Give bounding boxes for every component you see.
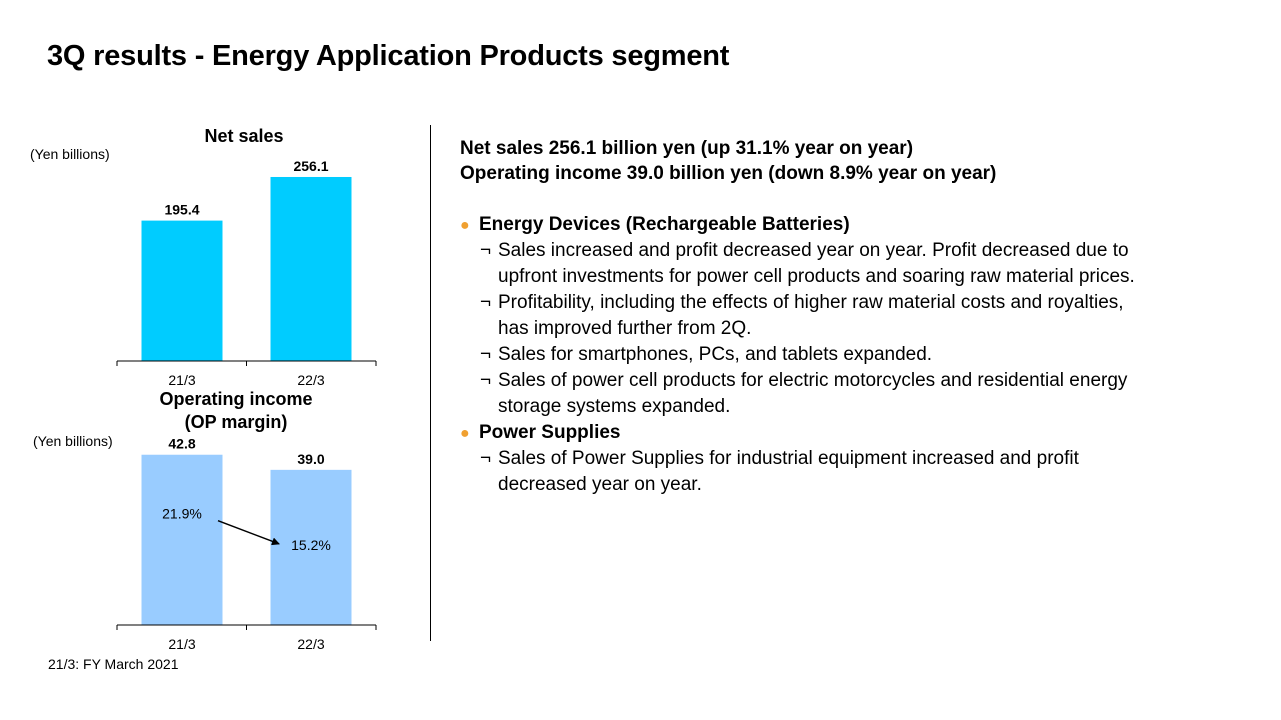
- bar-22-3: [270, 469, 352, 625]
- bar-21-3: [141, 220, 223, 361]
- net-sales-chart: Net sales (Yen billions) 195.4 21/3 256.1 2…: [30, 126, 377, 388]
- unit-label: (Yen billions): [30, 146, 110, 162]
- summary: Net sales 256.1 billion yen (up 31.1% ye…: [460, 136, 996, 186]
- summary-net-sales: Net sales 256.1 billion yen (up 31.1% ye…: [460, 138, 914, 159]
- bullet-mark: ¬: [480, 448, 492, 469]
- bullet-mark: ¬: [480, 292, 492, 313]
- bullet-line: Sales increased and profit decreased yea…: [498, 240, 1129, 261]
- bar-22-3: [270, 176, 352, 361]
- x-tick-label: 21/3: [168, 372, 195, 388]
- bullet-line: storage systems expanded.: [498, 396, 731, 417]
- bullet-line: Sales of power cell products for electri…: [498, 370, 1128, 391]
- margin-change-arrow: [217, 520, 280, 546]
- list-item: ¬ Sales of power cell products for electr…: [460, 368, 1260, 420]
- section-heading: ● Power Supplies: [460, 420, 1260, 446]
- bullet-line: Sales of Power Supplies for industrial e…: [498, 448, 1079, 469]
- value-label: 42.8: [168, 436, 195, 452]
- bullet-line: has improved further from 2Q.: [498, 318, 752, 339]
- x-tick-label: 22/3: [297, 372, 324, 388]
- bullet-mark: ¬: [480, 240, 492, 261]
- unit-label: (Yen billions): [33, 433, 113, 449]
- footnote: 21/3: FY March 2021: [48, 656, 179, 672]
- bullet-line: decreased year on year.: [498, 474, 702, 495]
- chart-title-line-1: Operating income: [159, 389, 312, 409]
- value-label: 195.4: [164, 202, 199, 218]
- x-tick-label: 22/3: [297, 636, 324, 652]
- bullet-line: upfront investments for power cell produ…: [498, 266, 1135, 287]
- section: ● Power Supplies ¬ Sales of Power Supplies …: [460, 420, 1260, 498]
- section-heading: ● Energy Devices (Rechargeable Batteries): [460, 212, 1260, 238]
- bullet-dot-icon: ●: [460, 425, 470, 442]
- bullet-line: Sales for smartphones, PCs, and tablets …: [498, 344, 933, 365]
- charts-area: Net sales (Yen billions) 195.4 21/3 256.1 2…: [30, 126, 377, 652]
- list-item: ¬ Sales for smartphones, PCs, and tablets…: [460, 342, 1260, 368]
- bullet-dot-icon: ●: [460, 217, 470, 234]
- business-sections: ● Energy Devices (Rechargeable Batteries)…: [460, 212, 1260, 498]
- bar-21-3: [141, 454, 223, 625]
- x-tick-label: 21/3: [168, 636, 195, 652]
- value-label: 256.1: [293, 158, 328, 174]
- operating-income-chart: Operating income (OP margin) (Yen billio…: [33, 389, 377, 652]
- list-item: ¬ Sales increased and profit decreased ye…: [460, 238, 1260, 290]
- bullet-mark: ¬: [480, 344, 492, 365]
- divider: [430, 125, 431, 641]
- op-margin-label: 21.9%: [162, 506, 202, 522]
- section-heading-text: Power Supplies: [479, 422, 621, 443]
- bullet-mark: ¬: [480, 370, 492, 391]
- bullet-line: Profitability, including the effects of …: [498, 292, 1124, 313]
- summary-operating-income: Operating income 39.0 billion yen (down …: [460, 163, 997, 184]
- section-heading-text: Energy Devices (Rechargeable Batteries): [479, 214, 850, 235]
- value-label: 39.0: [297, 451, 324, 467]
- chart-title: Net sales: [204, 126, 283, 146]
- list-item: ¬ Profitability, including the effects of…: [460, 290, 1260, 342]
- list-item: ¬ Sales of Power Supplies for industrial …: [460, 446, 1260, 498]
- chart-title-line-2: (OP margin): [185, 412, 288, 432]
- page-title: 3Q results - Energy Application Products…: [47, 40, 730, 72]
- op-margin-label: 15.2%: [291, 537, 331, 553]
- section: ● Energy Devices (Rechargeable Batteries)…: [460, 212, 1260, 420]
